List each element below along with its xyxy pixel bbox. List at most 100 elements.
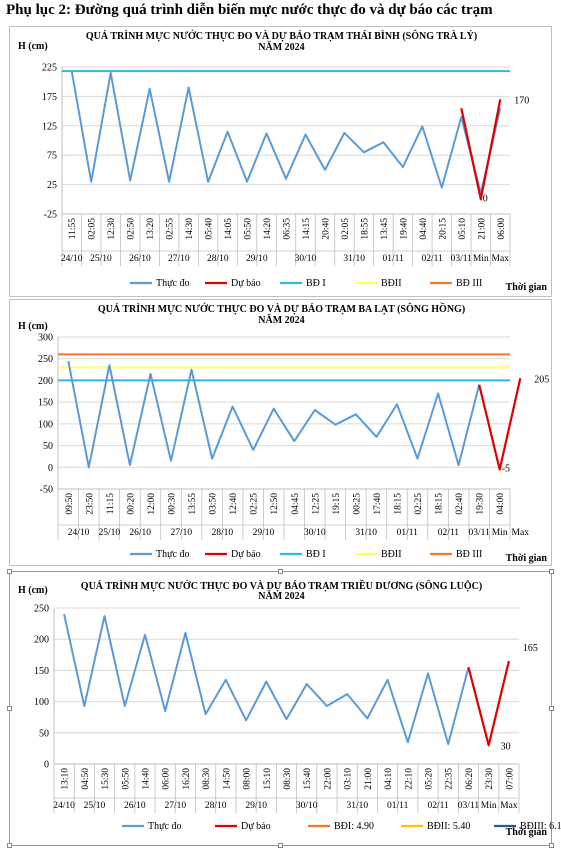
x-tick-label: 05:20: [425, 768, 435, 790]
x-tick-label: 21:00: [477, 218, 487, 240]
x-tick-label: 21:00: [364, 768, 374, 790]
date-group-label: 24/10: [61, 254, 83, 264]
forecast-max-label: 165: [523, 643, 538, 654]
x-axis-label: Thời gian: [506, 553, 548, 564]
x-tick-label: 20:40: [321, 218, 331, 240]
legend-label-bd2: BĐII: [381, 278, 402, 289]
legend-label-bd3: BĐ III: [456, 549, 482, 560]
x-tick-label: 19:40: [399, 218, 409, 240]
x-tick-label: 04:50: [81, 768, 91, 790]
x-tick-label: 14:20: [263, 218, 273, 240]
forecast-series-line: [467, 660, 510, 747]
date-group-label: 25/10: [90, 254, 112, 264]
x-tick-label: 06:00: [162, 768, 172, 790]
x-tick-label: 11:55: [68, 218, 78, 240]
x-tick-label: 09:50: [65, 493, 75, 515]
x-tick-label: 12:00: [147, 493, 157, 515]
legend-label-bd2: BĐII: [381, 549, 402, 560]
x-tick-label: 13:20: [146, 218, 156, 240]
y-tick-label: 125: [42, 121, 57, 132]
y-axis-label: H (cm): [18, 585, 48, 596]
x-tick-label: 19:30: [476, 493, 486, 515]
x-tick-label: 02:55: [166, 218, 176, 240]
date-group-label: 30/10: [296, 801, 318, 811]
forecast-max-label: 170: [514, 95, 529, 106]
x-tick-label: 20:15: [438, 218, 448, 240]
page-title: Phụ lục 2: Đường quá trình diễn biến mực…: [6, 2, 493, 18]
date-group-label: 27/10: [168, 254, 190, 264]
legend-label-forecast: Dự báo: [241, 821, 271, 832]
chart-title: QUÁ TRÌNH MỰC NƯỚC THỰC ĐO VÀ DỰ BÁO TRẠ…: [98, 302, 465, 315]
x-tick-label: 17:40: [373, 493, 383, 515]
x-tick-label: 05:50: [121, 768, 131, 790]
date-group-label: 24/10: [68, 528, 90, 538]
resize-handle-tm[interactable]: [278, 569, 283, 574]
x-tick-label: 05:10: [458, 218, 468, 240]
resize-handle-tl[interactable]: [7, 569, 12, 574]
date-group-label: 28/10: [212, 528, 234, 538]
x-tick-label: 22:00: [323, 768, 333, 790]
x-tick-label: 12:25: [311, 493, 321, 515]
x-tick-label: 05:50: [244, 218, 254, 240]
y-tick-label: 250: [38, 354, 53, 365]
date-group-label: 29/10: [253, 528, 275, 538]
date-group-label: 29/10: [246, 254, 268, 264]
x-tick-label: 04:45: [291, 493, 301, 515]
x-tick-label: 14:30: [185, 218, 195, 240]
y-tick-label: 225: [42, 63, 57, 74]
x-tick-label: 07:00: [505, 768, 515, 790]
chart-thai-binh-svg: QUÁ TRÌNH MỰC NƯỚC THỰC ĐO VÀ DỰ BÁO TRẠ…: [18, 29, 548, 293]
y-tick-label: 150: [34, 666, 49, 677]
date-group-label: Min: [473, 254, 489, 264]
y-tick-label: 100: [38, 419, 53, 430]
chart-trieu-duong-svg: QUÁ TRÌNH MỰC NƯỚC THỰC ĐO VÀ DỰ BÁO TRẠ…: [18, 579, 561, 838]
forecast-max-label: 205: [534, 374, 549, 385]
date-group-label: 01/11: [382, 254, 404, 264]
chart-title: QUÁ TRÌNH MỰC NƯỚC THỰC ĐO VÀ DỰ BÁO TRẠ…: [81, 579, 482, 592]
x-tick-label: 14:05: [224, 218, 234, 240]
x-tick-label: 06:00: [497, 218, 507, 240]
x-tick-label: 16:20: [182, 768, 192, 790]
x-tick-label: 15:10: [263, 768, 273, 790]
resize-handle-ml[interactable]: [7, 706, 12, 711]
x-axis-label: Thời gian: [506, 282, 548, 293]
date-group-label: 29/10: [245, 801, 267, 811]
date-group-label: 31/10: [343, 254, 365, 264]
date-group-label: 03/11: [451, 254, 473, 264]
x-tick-label: 00:30: [168, 493, 178, 515]
x-tick-label: 08:30: [202, 768, 212, 790]
x-tick-label: 23:50: [85, 493, 95, 515]
x-tick-label: 08:30: [283, 768, 293, 790]
y-tick-label: 150: [38, 398, 53, 409]
observed-series-line: [63, 613, 470, 745]
date-group-label: 02/11: [421, 254, 443, 264]
date-group-label: Min: [492, 528, 508, 538]
y-axis-label: H (cm): [18, 321, 48, 332]
y-tick-label: 50: [43, 441, 53, 452]
forecast-min-label: 0: [483, 193, 488, 204]
date-group-label: 27/10: [170, 528, 192, 538]
resize-handle-br[interactable]: [549, 843, 554, 848]
x-tick-label: 03:10: [344, 768, 354, 790]
date-group-label: 30/10: [304, 528, 326, 538]
resize-handle-tr[interactable]: [549, 569, 554, 574]
y-tick-label: 200: [38, 376, 53, 387]
x-tick-label: 19:15: [332, 493, 342, 515]
x-tick-label: 18:15: [435, 493, 445, 515]
date-group-label: 25/10: [99, 528, 121, 538]
legend-label-bd2t: BĐII: 5.40: [427, 821, 470, 832]
y-tick-label: -50: [40, 485, 53, 496]
y-tick-label: 25: [47, 180, 57, 191]
resize-handle-bm[interactable]: [278, 843, 283, 848]
chart-trieu-duong[interactable]: QUÁ TRÌNH MỰC NƯỚC THỰC ĐO VÀ DỰ BÁO TRẠ…: [9, 571, 561, 846]
observed-series-line: [70, 70, 502, 195]
x-tick-label: 22:35: [445, 768, 455, 790]
y-tick-label: 300: [38, 333, 53, 344]
forecast-series-line: [478, 378, 522, 471]
x-tick-label: 13:10: [61, 768, 71, 790]
legend-label-forecast: Dự báo: [231, 549, 261, 560]
resize-handle-mr[interactable]: [549, 706, 554, 711]
resize-handle-bl[interactable]: [7, 843, 12, 848]
x-tick-label: 14:50: [222, 768, 232, 790]
x-tick-label: 08:00: [243, 768, 253, 790]
